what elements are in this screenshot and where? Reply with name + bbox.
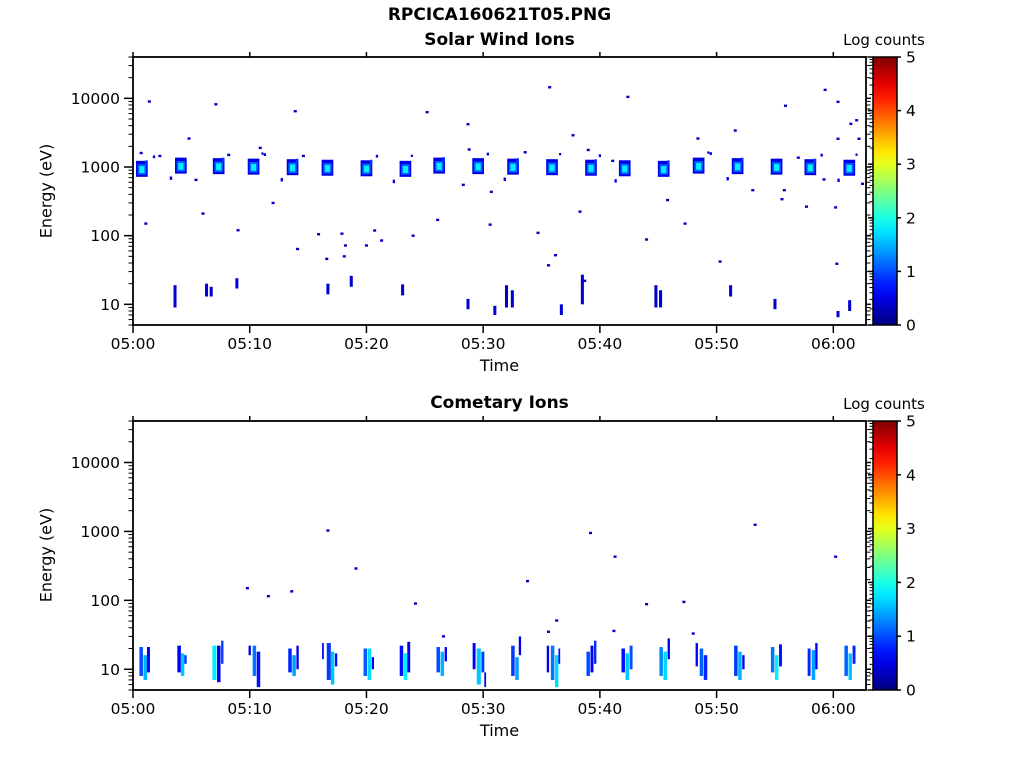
- x-tick-label: 05:10: [227, 700, 272, 718]
- x-tick-label: 05:00: [111, 700, 156, 718]
- colorbar-tick-label: 4: [906, 466, 916, 484]
- colorbar-0: 0 1 2 3 4 5: [868, 49, 916, 335]
- x-tick-label: 05:20: [344, 700, 389, 718]
- panel-title-solar-wind: Solar Wind Ions: [424, 30, 575, 50]
- colorbar-tick-label: 4: [906, 102, 916, 120]
- y-tick-label: 10: [100, 296, 120, 314]
- x-axis-ticks-1: 05:00 05:10 05:20 05:30 05:40 05:50 06:00: [111, 416, 856, 718]
- colorbar-1: 0 1 2 3 4 5: [868, 413, 916, 700]
- x-axis-label-top: Time: [479, 356, 520, 375]
- colorbar-title-top: Log counts: [843, 31, 925, 49]
- y-tick-label: 1000: [81, 523, 120, 541]
- y-tick-label: 100: [90, 592, 120, 610]
- x-axis-label-bottom: Time: [479, 721, 520, 740]
- x-tick-label: 05:20: [344, 335, 389, 353]
- figure-title: RPCICA160621T05.PNG: [387, 5, 612, 25]
- x-tick-label: 05:30: [461, 335, 506, 353]
- colorbar-tick-label: 2: [906, 574, 916, 592]
- x-tick-label: 05:40: [578, 335, 623, 353]
- cometary-data-layer: [139, 523, 856, 688]
- x-tick-label: 05:00: [111, 335, 156, 353]
- colorbar-tick-label: 1: [906, 628, 916, 646]
- x-axis-ticks-0: 05:00 05:10 05:20 05:30 05:40 05:50 06:00: [111, 52, 856, 353]
- x-tick-label: 06:00: [811, 700, 856, 718]
- x-tick-label: 05:50: [694, 335, 739, 353]
- colorbar-tick-label: 5: [906, 413, 916, 431]
- y-axis-ticks-0: 10 100 1000 10000: [71, 56, 871, 326]
- colorbar-tick-label: 0: [906, 317, 916, 335]
- y-axis-ticks-1: 10 100 1000 10000: [71, 420, 871, 691]
- x-tick-label: 06:00: [811, 335, 856, 353]
- axes-panel-0: [132, 56, 867, 326]
- axes-panel-1: [132, 420, 867, 691]
- colorbar-tick-label: 0: [906, 682, 916, 700]
- panel-title-cometary: Cometary Ions: [430, 393, 569, 413]
- y-tick-label: 100: [90, 227, 120, 245]
- y-tick-label: 10000: [71, 454, 120, 472]
- colorbar-tick-label: 5: [906, 49, 916, 67]
- y-tick-label: 10000: [71, 90, 120, 108]
- x-tick-label: 05:30: [461, 700, 506, 718]
- x-tick-label: 05:40: [578, 700, 623, 718]
- colorbar-tick-label: 3: [906, 156, 916, 174]
- y-tick-label: 1000: [81, 159, 120, 177]
- x-tick-label: 05:50: [694, 700, 739, 718]
- colorbar-tick-label: 1: [906, 263, 916, 281]
- colorbar-title-bottom: Log counts: [843, 395, 925, 413]
- colorbar-tick-label: 2: [906, 209, 916, 227]
- solar-wind-data-layer: [136, 86, 865, 318]
- y-tick-label: 10: [100, 661, 120, 679]
- x-tick-label: 05:10: [227, 335, 272, 353]
- colorbar-tick-label: 3: [906, 520, 916, 538]
